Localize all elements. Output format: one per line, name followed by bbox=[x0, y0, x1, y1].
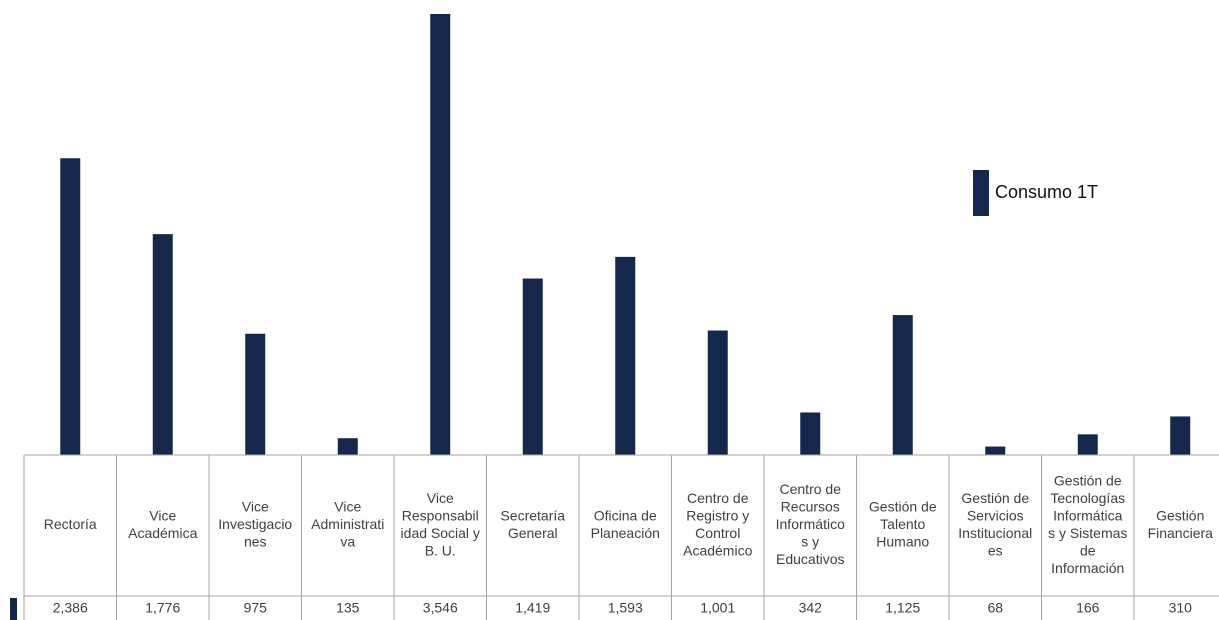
bar bbox=[1077, 434, 1098, 455]
category-label: Vice Investigacio nes bbox=[218, 499, 292, 550]
bar bbox=[430, 14, 451, 455]
bar bbox=[985, 446, 1006, 455]
category-label: Secretaría General bbox=[500, 507, 565, 541]
value-label: 1,776 bbox=[145, 600, 180, 616]
value-label: 1,125 bbox=[885, 600, 920, 616]
legend-swatch bbox=[973, 170, 989, 216]
value-label: 166 bbox=[1076, 600, 1100, 616]
bar bbox=[60, 158, 81, 455]
category-label: Oficina de Planeación bbox=[591, 507, 660, 541]
value-label: 135 bbox=[336, 600, 360, 616]
legend-label: Consumo 1T bbox=[995, 182, 1098, 202]
value-label: 1,419 bbox=[515, 600, 550, 616]
bar bbox=[152, 234, 173, 455]
bar bbox=[1170, 416, 1191, 455]
bar bbox=[707, 330, 728, 455]
value-label: 2,386 bbox=[53, 600, 88, 616]
bar bbox=[522, 278, 543, 455]
value-label: 1,001 bbox=[700, 600, 735, 616]
category-label: Gestión de Servicios Institucional es bbox=[958, 490, 1032, 559]
category-label: Vice Responsabil idad Social y B. U. bbox=[401, 490, 480, 559]
category-label: Vice Académica bbox=[128, 507, 197, 541]
bar bbox=[337, 438, 358, 455]
data-table: Rectoría Vice Académica Vice Investigacio nes… bbox=[10, 454, 1219, 620]
category-label: Gestión de Talento Humano bbox=[869, 499, 937, 550]
category-label: Centro de Registro y Control Académico bbox=[683, 490, 752, 559]
category-label: Gestión de Tecnologías Informática s y Sist… bbox=[1048, 472, 1127, 576]
bar bbox=[892, 315, 913, 455]
value-label: 68 bbox=[987, 600, 1003, 616]
bar bbox=[800, 412, 821, 455]
table-series-key bbox=[10, 598, 17, 620]
category-label: Gestión Financiera bbox=[1148, 507, 1214, 541]
category-label: Centro de Recursos Informático s y Educativo… bbox=[776, 481, 845, 567]
bar bbox=[245, 333, 266, 455]
bar bbox=[615, 256, 636, 455]
value-label: 3,546 bbox=[423, 600, 458, 616]
category-label: Vice Administrati va bbox=[311, 499, 384, 550]
bars bbox=[60, 14, 1191, 455]
value-label: 1,593 bbox=[608, 600, 643, 616]
value-label: 310 bbox=[1169, 600, 1193, 616]
legend: Consumo 1T bbox=[973, 170, 1098, 216]
category-label: Rectoría bbox=[44, 516, 97, 532]
value-label: 975 bbox=[244, 600, 268, 616]
value-label: 342 bbox=[799, 600, 823, 616]
